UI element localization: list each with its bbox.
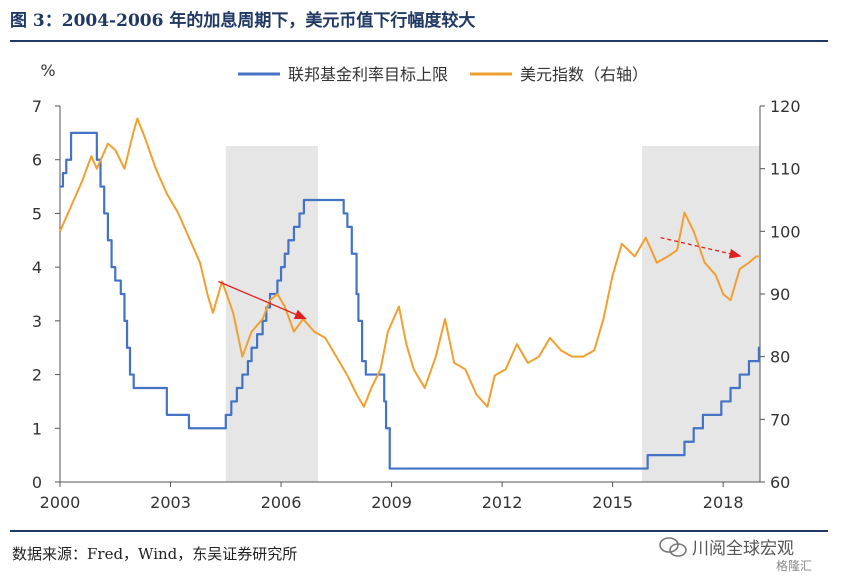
x-tick-label: 2000 [40, 493, 81, 512]
right-tick-label: 110 [770, 160, 801, 179]
x-tick-label: 2006 [261, 493, 302, 512]
figure-title: 图 3：2004-2006 年的加息周期下，美元币值下行幅度较大 [10, 11, 476, 31]
chart-area: 0 1 2 3 4 5 6 7 60 70 80 90 100 110 120 2000 2003 2006 200… [32, 61, 801, 512]
x-tick-label: 2009 [371, 493, 412, 512]
source-rule [10, 530, 828, 532]
watermark-logo: 格隆汇 [776, 559, 813, 573]
annotation-arrow-shaft-1 [660, 236, 731, 255]
x-tick-label: 2012 [482, 493, 523, 512]
right-tick-label: 70 [770, 410, 790, 429]
right-tick-label: 100 [770, 222, 801, 241]
watermark-name: 川阅全球宏观 [692, 539, 794, 559]
left-tick-label: 6 [32, 151, 42, 170]
source-note: 数据来源：Fred，Wind，东吴证券研究所 [12, 545, 298, 563]
title-rule [10, 40, 828, 42]
wechat-icon [659, 537, 687, 557]
series-line-0 [60, 131, 760, 470]
x-tick-label: 2018 [703, 493, 744, 512]
left-tick-label: 3 [32, 312, 42, 331]
annotation-arrow-head-0 [293, 309, 307, 320]
legend-label-dxy: 美元指数（右轴） [520, 65, 648, 84]
right-tick-label: 120 [770, 97, 801, 116]
x-tick-label: 2003 [150, 493, 191, 512]
right-tick-label: 60 [770, 473, 790, 492]
legend: 联邦基金利率目标上限 美元指数（右轴） [238, 65, 648, 84]
right-tick-label: 90 [770, 285, 790, 304]
left-tick-label: 7 [32, 97, 42, 116]
left-tick-label: 5 [32, 204, 42, 223]
left-tick-label: 2 [32, 366, 42, 385]
shaded-period-0 [225, 146, 318, 482]
right-tick-label: 80 [770, 348, 790, 367]
legend-label-fed: 联邦基金利率目标上限 [288, 65, 448, 84]
series-line-1 [59, 117, 760, 408]
left-tick-label: 4 [32, 258, 42, 277]
annotation-arrow-shaft-0 [218, 280, 297, 315]
shaded-period-1 [642, 146, 760, 482]
left-tick-label: 1 [32, 419, 42, 438]
annotation-arrow-head-1 [728, 248, 742, 259]
left-axis-unit: % [40, 61, 55, 80]
left-tick-label: 0 [32, 473, 42, 492]
x-tick-label: 2015 [592, 493, 633, 512]
